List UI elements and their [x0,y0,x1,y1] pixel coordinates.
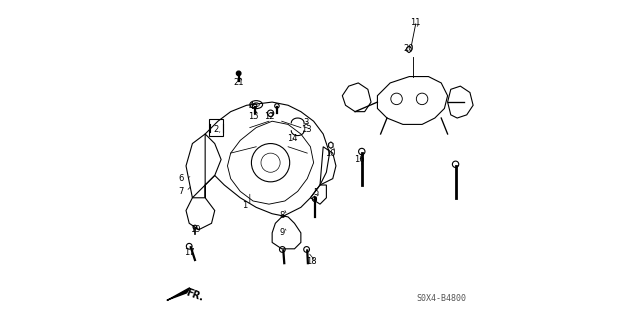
Text: 3: 3 [303,118,308,127]
Text: 14: 14 [287,134,297,143]
Text: 13: 13 [301,125,312,134]
Text: 7: 7 [179,187,184,196]
Text: 6: 6 [179,174,184,183]
Text: 12: 12 [264,112,275,121]
Text: FR.: FR. [184,287,205,303]
Text: 21: 21 [234,78,244,87]
Text: 19: 19 [190,225,201,234]
Text: 18: 18 [306,257,316,266]
Text: 15: 15 [248,112,259,121]
Text: 17: 17 [184,248,195,256]
Text: 8: 8 [280,211,285,220]
Text: 20: 20 [403,44,414,53]
Text: 1: 1 [243,201,248,210]
Text: S0X4-B4800: S0X4-B4800 [417,294,467,303]
Text: 4: 4 [249,102,254,111]
Text: 9: 9 [280,228,285,237]
Circle shape [236,71,241,76]
Text: 11: 11 [410,18,420,27]
Text: 5: 5 [314,189,319,197]
Text: 16: 16 [354,155,364,164]
Polygon shape [167,288,190,300]
Text: 10: 10 [325,149,336,158]
Text: 2: 2 [214,125,219,134]
